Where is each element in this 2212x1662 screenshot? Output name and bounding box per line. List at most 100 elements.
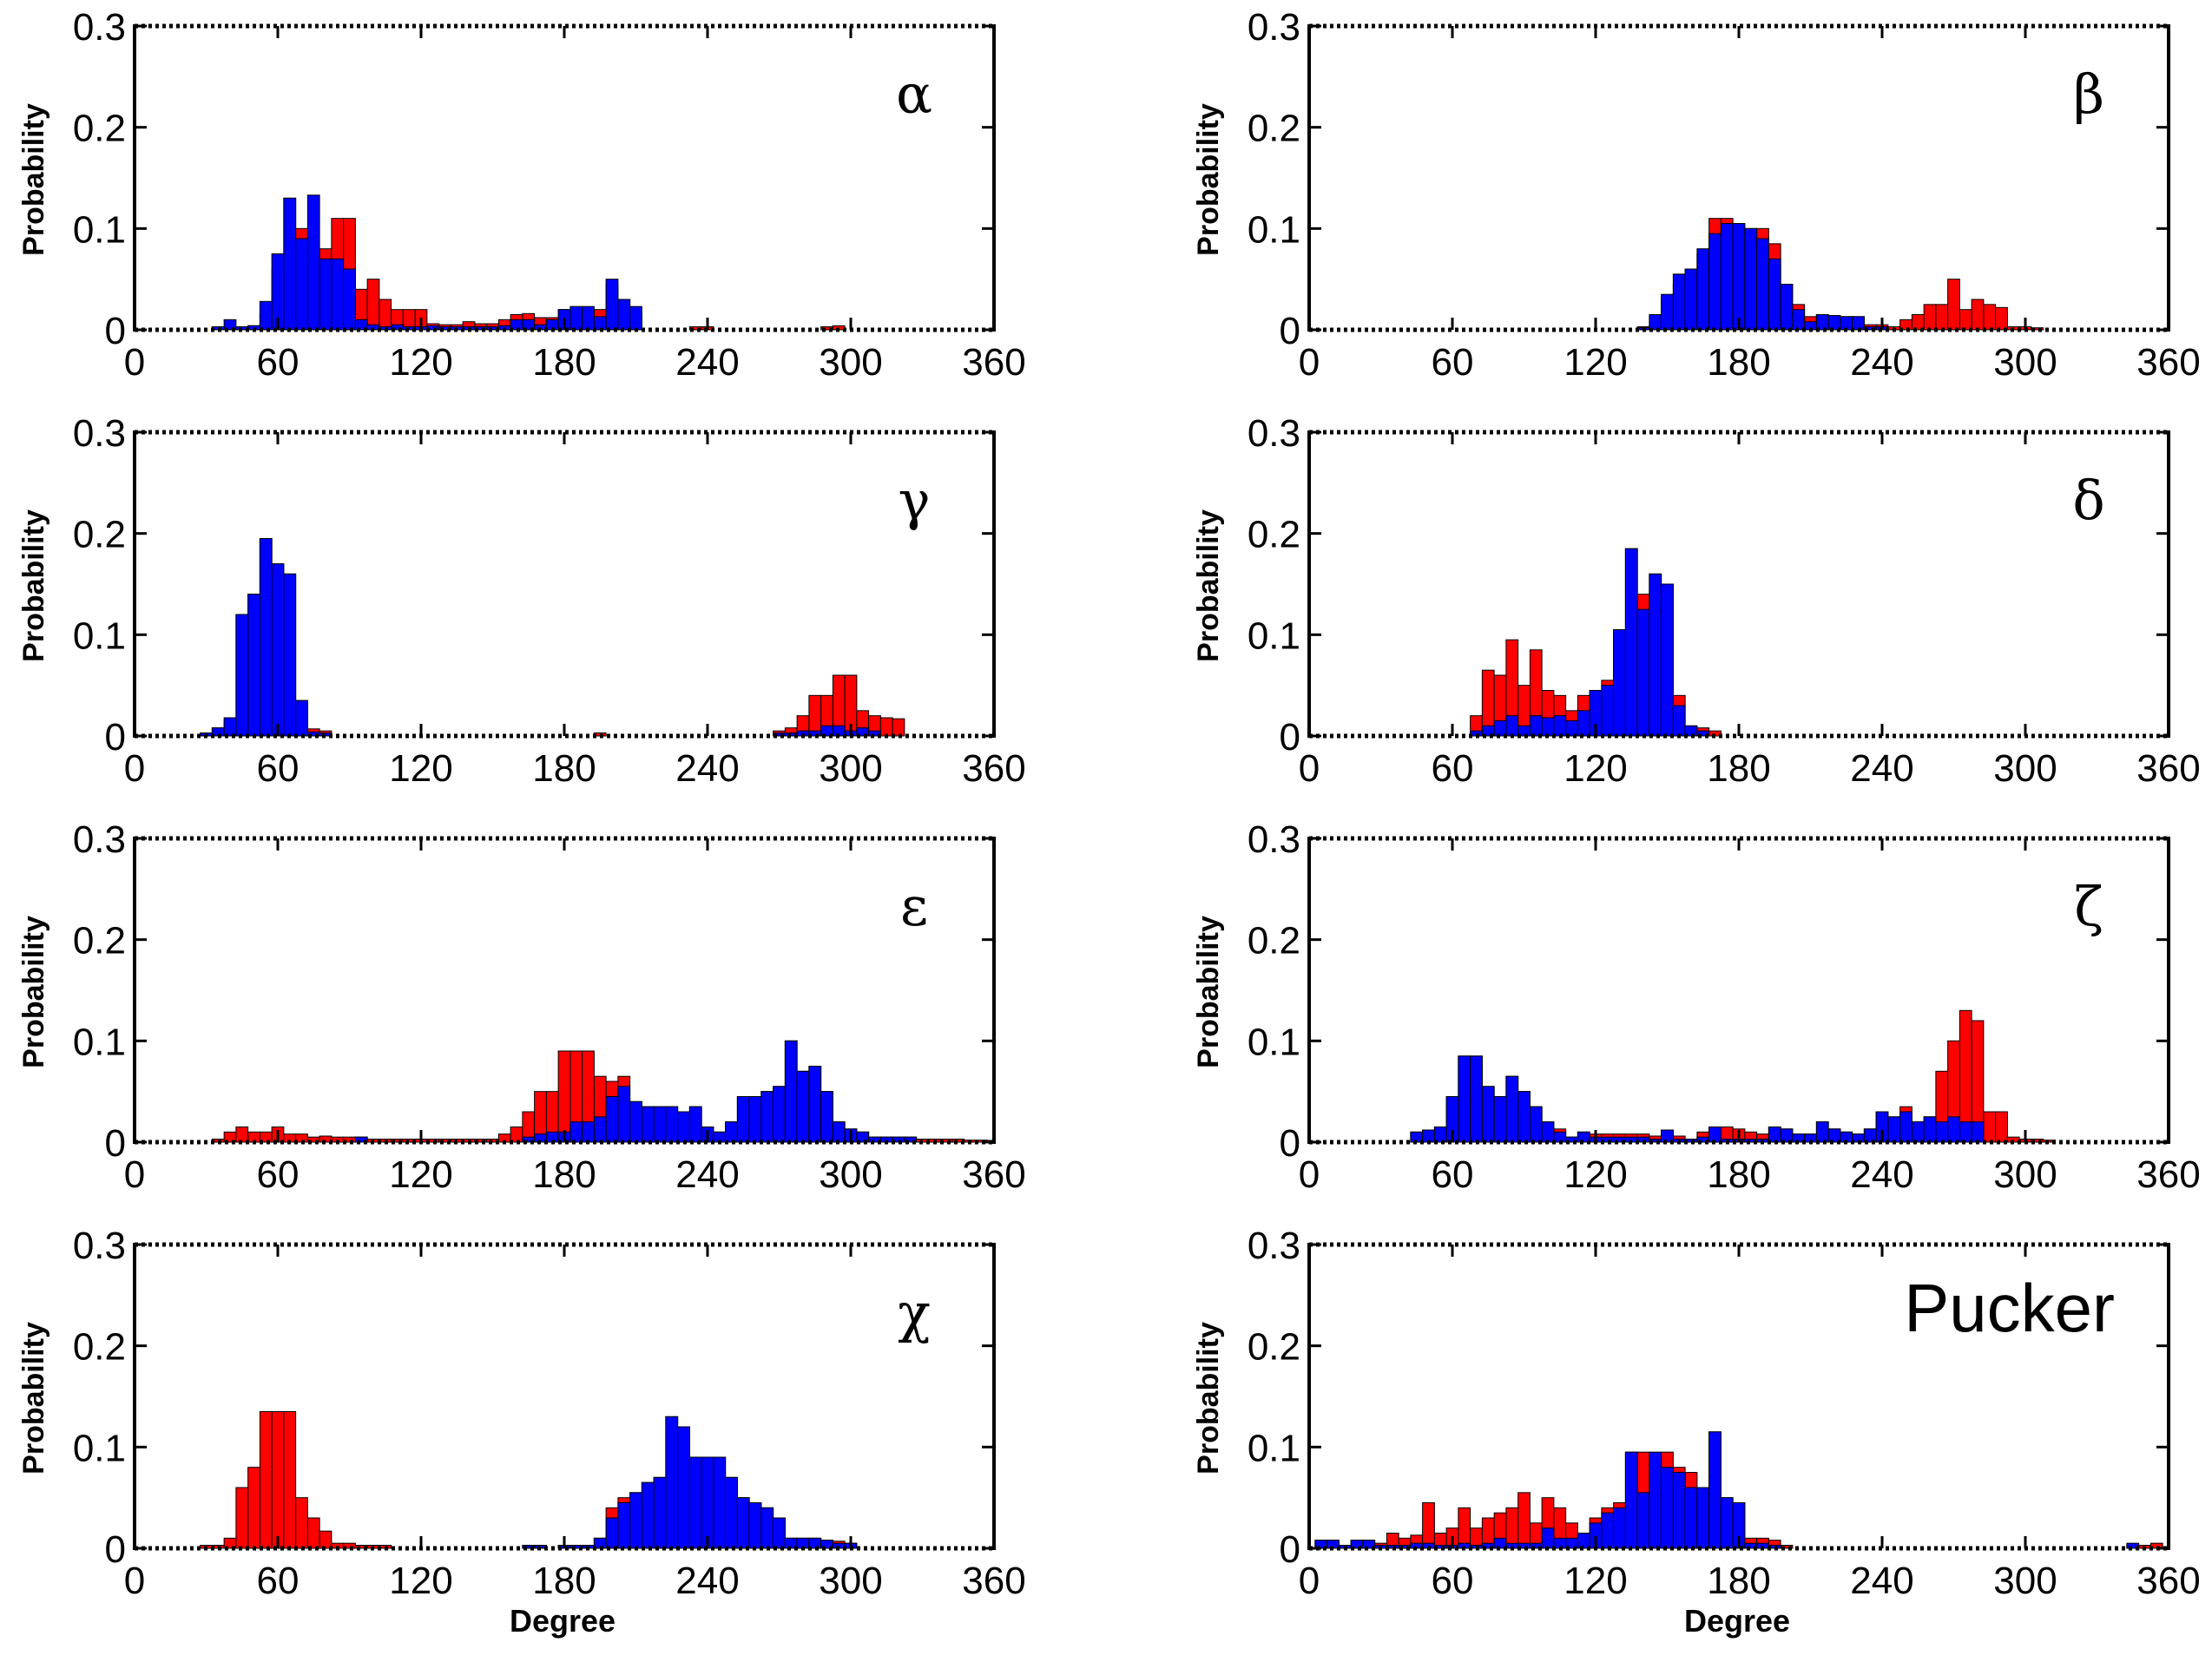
bar-blue	[247, 594, 260, 737]
x-tick-label: 120	[1564, 341, 1627, 384]
bar-blue	[677, 1426, 690, 1549]
panel-title: ε	[900, 875, 928, 938]
bar-red	[247, 1467, 260, 1549]
bar-blue	[271, 563, 285, 737]
bar-blue	[796, 1070, 810, 1143]
bar-red	[1923, 304, 1937, 331]
bar-blue	[1672, 705, 1686, 737]
x-tick-label: 300	[1993, 341, 2057, 384]
x-tick-label: 60	[257, 747, 300, 790]
bar-blue	[1505, 715, 1519, 737]
bar-blue	[688, 1106, 702, 1143]
bar-blue	[1696, 248, 1710, 331]
subplot-3: 0 0.1 0.2 0.3 0 60 120 180 240 300 360 Probability γ	[17, 412, 1026, 790]
bar-blue	[343, 268, 356, 331]
x-tick-label: 120	[389, 1560, 452, 1602]
bar-blue	[1732, 223, 1746, 331]
bar-blue	[1517, 1091, 1531, 1143]
x-tick-label: 120	[389, 341, 452, 384]
y-tick-label: 0.1	[1248, 1427, 1300, 1469]
bar-blue	[629, 1492, 642, 1549]
y-axis-label: Probability	[1192, 509, 1225, 662]
y-tick-label: 0.1	[1248, 1021, 1300, 1063]
bar-red	[1911, 314, 1925, 331]
bar-red	[2031, 327, 2044, 331]
bar-blue	[725, 1121, 738, 1143]
x-tick-label: 0	[124, 1153, 145, 1196]
y-tick-label: 0	[1280, 1122, 1300, 1165]
bar-red	[557, 1050, 571, 1143]
bar-blue	[295, 238, 308, 331]
bar-blue	[1792, 309, 1806, 331]
subplot-8: 0 0.1 0.2 0.3 0 60 120 180 240 300 360 Probability P…	[1192, 1225, 2201, 1639]
y-axis-label: Probability	[17, 1322, 50, 1475]
bar-blue	[1577, 1533, 1590, 1549]
bar-blue	[1947, 1116, 1960, 1143]
x-tick-label: 0	[1299, 1560, 1320, 1602]
bar-blue	[617, 1502, 631, 1549]
y-tick-label: 0.1	[1248, 614, 1300, 657]
bar-blue	[1971, 1121, 1985, 1143]
series-blue	[200, 538, 881, 737]
bar-blue	[1768, 258, 1781, 331]
bar-blue	[641, 1106, 655, 1143]
bar-blue	[868, 730, 881, 737]
bar-blue	[1470, 1055, 1483, 1143]
bar-blue	[569, 1121, 583, 1143]
bar-blue	[1577, 710, 1590, 737]
bar-blue	[1815, 314, 1829, 331]
bar-blue	[283, 197, 297, 331]
y-tick-label: 0	[1280, 716, 1300, 759]
series-blue	[1636, 223, 1889, 331]
bar-blue	[1493, 720, 1507, 737]
bar-blue	[569, 305, 583, 331]
subplot-2: 0 0.1 0.2 0.3 0 60 120 180 240 300 360 Probability β	[1192, 6, 2201, 384]
y-axis-label: Probability	[17, 509, 50, 662]
panel-title: γ	[898, 469, 930, 532]
y-tick-label: 0.1	[73, 614, 126, 657]
bar-blue	[1672, 1472, 1686, 1549]
bar-red	[1458, 1507, 1471, 1549]
y-axis-label: Probability	[17, 916, 50, 1068]
bar-red	[271, 1411, 285, 1549]
x-tick-label: 60	[257, 1153, 300, 1196]
y-tick-label: 0.3	[1248, 1225, 1300, 1267]
bar-blue	[1565, 720, 1578, 737]
x-tick-label: 360	[2136, 1153, 2200, 1196]
bar-blue	[605, 1517, 619, 1549]
bar-blue	[1661, 1467, 1674, 1549]
subplot-6: 0 0.1 0.2 0.3 0 60 120 180 240 300 360 Probability ζ	[1192, 818, 2201, 1196]
y-tick-label: 0.1	[73, 208, 126, 251]
bar-blue	[1541, 1527, 1555, 1549]
bar-blue	[1433, 1127, 1447, 1143]
series-blue	[1470, 548, 1710, 737]
bar-red	[1983, 1111, 1997, 1143]
x-tick-label: 60	[1432, 1153, 1474, 1196]
bar-blue	[653, 1106, 667, 1143]
bar-red	[1422, 1502, 1435, 1549]
bar-blue	[701, 1456, 714, 1549]
bar-blue	[295, 700, 308, 737]
bar-blue	[1649, 314, 1662, 331]
x-tick-label: 300	[819, 747, 882, 790]
panel-title: δ	[2072, 469, 2104, 532]
bar-blue	[235, 614, 249, 737]
bar-blue	[1613, 629, 1626, 737]
bar-red	[879, 717, 893, 737]
y-tick-label: 0	[105, 310, 126, 352]
bar-blue	[1780, 284, 1794, 331]
bar-blue	[259, 538, 273, 737]
bar-blue	[1661, 1129, 1674, 1143]
bar-blue	[1624, 1451, 1638, 1549]
bar-blue	[736, 1096, 750, 1143]
bar-blue	[1672, 273, 1686, 331]
x-tick-label: 240	[675, 747, 739, 790]
bar-blue	[593, 1116, 607, 1143]
x-tick-label: 360	[2136, 1560, 2200, 1602]
bar-red	[1995, 306, 2008, 331]
x-tick-label: 240	[675, 341, 739, 384]
x-tick-label: 180	[532, 1153, 596, 1196]
bar-red	[510, 1127, 523, 1143]
